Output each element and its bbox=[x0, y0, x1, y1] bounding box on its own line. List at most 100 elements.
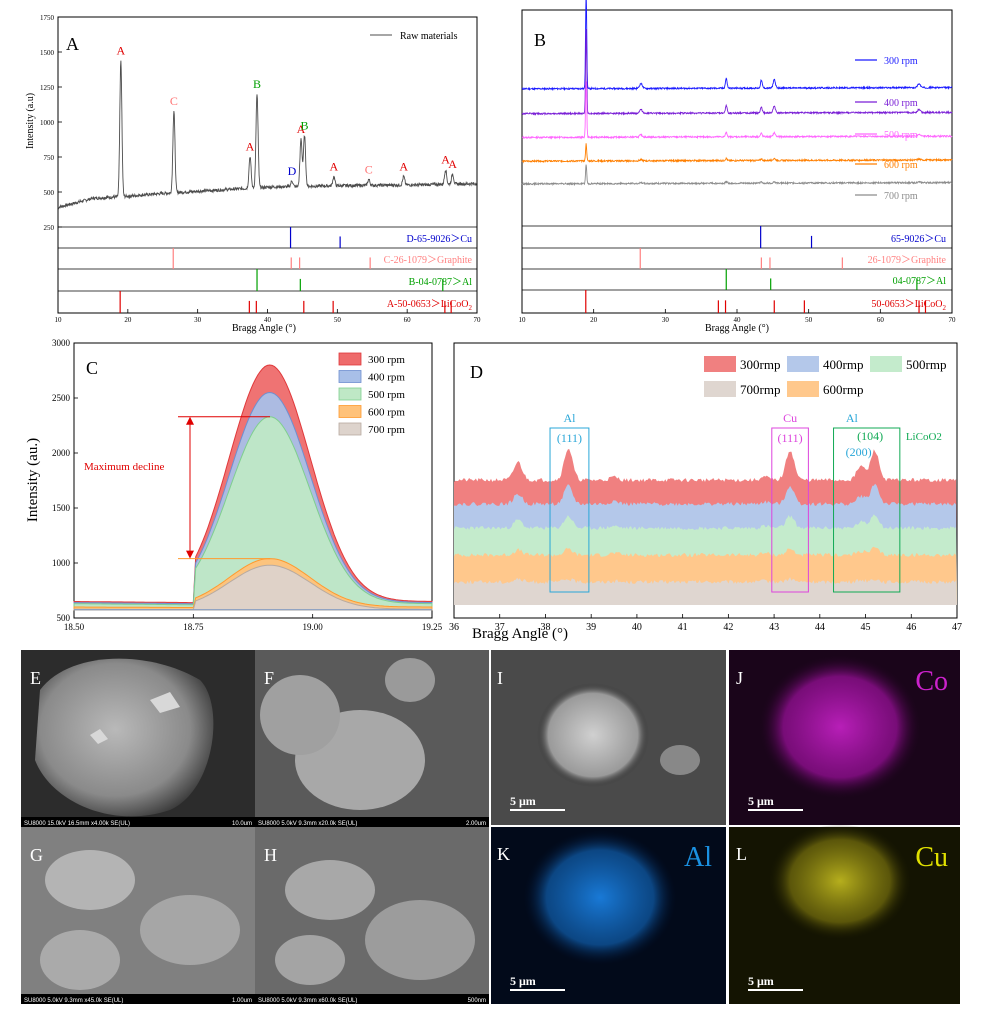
a-ref-label-3: A-50-0653＞LiCoO2 bbox=[387, 299, 473, 312]
peak-label-4: D bbox=[288, 164, 297, 178]
d-box-extra2: LiCoO2 bbox=[906, 431, 942, 443]
d-box-top-2: Al bbox=[846, 411, 859, 425]
a-y-tick-label: 750 bbox=[44, 154, 55, 162]
d-x-tick-label: 46 bbox=[906, 622, 916, 633]
b-series-4 bbox=[521, 164, 953, 187]
sem-image-h: SU8000 5.0kV 9.3mm x60.0k SE(UL) 500nm H bbox=[255, 827, 489, 1004]
panel-b: B 300 rpm 400 rpm 500 rpm 600 rpm 700 rpm 65… bbox=[519, 0, 957, 334]
d-legend-swatch bbox=[704, 356, 736, 372]
d-x-tick-label: 42 bbox=[723, 622, 733, 633]
b-x-tick-label: 30 bbox=[662, 316, 670, 324]
c-legend-swatch bbox=[338, 405, 362, 418]
panel-letter-c: C bbox=[86, 358, 98, 378]
d-x-tick-label: 38 bbox=[540, 622, 550, 633]
d-legend-swatch bbox=[787, 356, 819, 372]
sem-image-g: SU8000 5.0kV 9.3mm x45.0k SE(UL) 1.00um … bbox=[21, 827, 255, 1004]
sem-image-i: 5 μm I bbox=[491, 650, 726, 825]
d-box-top-0: Al bbox=[563, 411, 576, 425]
a-x-axis-label: Bragg Angle (°) bbox=[232, 323, 296, 334]
panel-letter-i: I bbox=[497, 668, 503, 688]
a-x-tick-label: 40 bbox=[264, 316, 272, 324]
d-box-0 bbox=[549, 427, 590, 593]
b-ref-label-1: 26-1079＞Graphite bbox=[868, 255, 947, 266]
element-label-co: Co bbox=[915, 666, 948, 697]
sem-g-scale: 1.00um bbox=[232, 998, 252, 1004]
panel-letter-k: K bbox=[497, 844, 510, 864]
a-y-tick-label: 250 bbox=[44, 224, 55, 232]
b-x-tick-label: 50 bbox=[805, 316, 813, 324]
c-y-tick-label: 1500 bbox=[52, 503, 71, 513]
panel-letter-a: A bbox=[66, 34, 79, 54]
b-x-tick-label: 60 bbox=[877, 316, 885, 324]
panel-letter-d: D bbox=[470, 362, 483, 382]
a-y-tick-label: 1250 bbox=[40, 84, 55, 92]
sem-h-scale: 500nm bbox=[468, 998, 486, 1004]
sem-image-f: SU8000 5.0kV 9.3mm x20.0k SE(UL) 2.00um … bbox=[255, 650, 489, 827]
b-x-tick-label: 10 bbox=[519, 316, 527, 324]
b-x-tick-label: 20 bbox=[590, 316, 598, 324]
peak-label-10: A bbox=[441, 153, 450, 167]
a-y-tick-label: 1500 bbox=[40, 49, 55, 57]
d-x-tick-label: 45 bbox=[861, 622, 871, 633]
d-x-tick-label: 37 bbox=[495, 622, 505, 633]
b-series-3 bbox=[521, 143, 953, 164]
a-ref-label-0: D-65-9026＞Cu bbox=[406, 234, 472, 245]
peak-label-5: A bbox=[297, 122, 306, 136]
d-x-tick-label: 41 bbox=[678, 622, 688, 633]
panel-letter-b: B bbox=[534, 30, 546, 50]
a-x-tick-label: 20 bbox=[124, 316, 132, 324]
peak-label-6: B bbox=[300, 118, 308, 132]
c-annot-arrowhead-top bbox=[186, 416, 194, 425]
panel-letter-l: L bbox=[736, 844, 747, 864]
a-y-tick-label: 500 bbox=[44, 189, 55, 197]
a-y-tick-label: 1000 bbox=[40, 119, 55, 127]
c-x-tick-label: 18.75 bbox=[183, 622, 204, 632]
sem-j-scale: 5 μm bbox=[748, 794, 774, 808]
d-legend-label-1: 400rmp bbox=[823, 357, 863, 372]
a-x-tick-label: 50 bbox=[334, 316, 342, 324]
d-box-sub-2: (200) bbox=[846, 445, 872, 459]
d-x-tick-label: 39 bbox=[586, 622, 596, 633]
eds-map-co: 5 μm J Co bbox=[729, 650, 960, 825]
c-y-tick-label: 500 bbox=[57, 613, 71, 623]
sem-e-info: SU8000 15.0kV 16.5mm x4.00k SE(UL) bbox=[24, 821, 130, 827]
sem-k-scale: 5 μm bbox=[510, 974, 536, 988]
c-legend-swatch bbox=[338, 370, 362, 383]
peak-label-1: C bbox=[170, 94, 178, 108]
d-x-tick-label: 44 bbox=[815, 622, 825, 633]
panel-letter-j: J bbox=[736, 668, 743, 688]
a-y-tick-label: 1750 bbox=[40, 14, 55, 22]
b-legend-label-4: 700 rpm bbox=[884, 191, 918, 202]
peak-label-0: A bbox=[116, 43, 125, 57]
c-legend-swatch bbox=[338, 422, 362, 436]
peak-label-8: C bbox=[365, 162, 373, 176]
c-annot-text: Maximum decline bbox=[84, 461, 164, 473]
c-legend-label-0: 300 rpm bbox=[368, 354, 405, 366]
d-legend-label-4: 600rmp bbox=[823, 382, 863, 397]
b-series-1 bbox=[521, 28, 953, 116]
d-x-axis-label: Bragg Angle (°) bbox=[472, 626, 568, 642]
d-x-tick-label: 40 bbox=[632, 622, 642, 633]
sem-f-info: SU8000 5.0kV 9.3mm x20.0k SE(UL) bbox=[258, 821, 357, 827]
d-box-sub-0: (111) bbox=[557, 431, 582, 445]
a-ref-label-1: C-26-1079＞Graphite bbox=[384, 255, 473, 266]
panel-letter-f: F bbox=[264, 668, 274, 688]
a-y-axis-label: Intensity (a.u) bbox=[25, 93, 36, 149]
raw-materials-series bbox=[57, 60, 478, 210]
eds-map-al: 5 μm K Al bbox=[491, 827, 726, 1004]
d-box-2 bbox=[833, 427, 901, 593]
c-legend-label-3: 600 rpm bbox=[368, 407, 405, 419]
legend-raw-materials: Raw materials bbox=[400, 31, 458, 42]
b-x-tick-label: 70 bbox=[949, 316, 957, 324]
a-x-tick-label: 70 bbox=[474, 316, 482, 324]
c-x-tick-label: 19.00 bbox=[303, 622, 324, 632]
c-y-axis-label: Intensity (au.) bbox=[25, 438, 41, 522]
sem-f-scale: 2.00um bbox=[466, 821, 486, 827]
d-legend-label-3: 700rmp bbox=[740, 382, 780, 397]
peak-label-9: A bbox=[399, 160, 408, 174]
d-x-tick-label: 43 bbox=[769, 622, 779, 633]
d-x-tick-label: 36 bbox=[449, 622, 459, 633]
panel-letter-e: E bbox=[30, 668, 41, 688]
c-x-tick-label: 19.25 bbox=[422, 622, 443, 632]
